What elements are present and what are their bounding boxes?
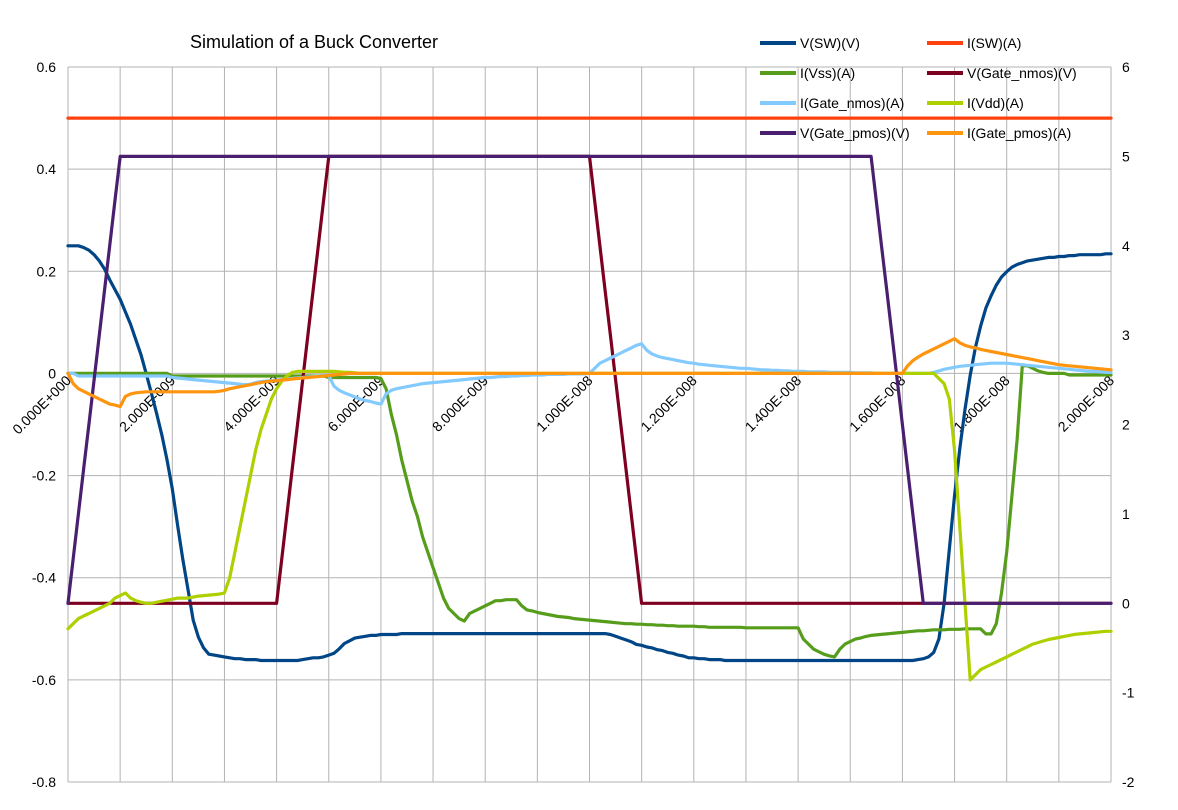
series-line (66, 337, 1113, 409)
x-tick-label: 1.200E-008 (637, 372, 700, 435)
x-tick-label: 1.400E-008 (742, 372, 805, 435)
left-axis-ticks: -0.8 -0.6 -0.4 -0.2 0 0.2 0.4 0.6 (32, 59, 56, 790)
legend-label: I(Vdd)(A) (967, 95, 1024, 111)
right-tick-label: 6 (1122, 59, 1130, 75)
chart-title: Simulation of a Buck Converter (190, 32, 438, 52)
right-tick-label: 0 (1122, 595, 1130, 611)
left-tick-label: -0.2 (32, 468, 56, 484)
x-tick-label: 2.000E-008 (1055, 372, 1118, 435)
right-tick-label: 5 (1122, 148, 1130, 164)
right-tick-label: 4 (1122, 238, 1130, 254)
right-tick-label: -2 (1122, 774, 1135, 790)
legend-label: I(Gate_pmos)(A) (967, 125, 1071, 141)
series-lines (66, 116, 1113, 682)
right-tick-label: 2 (1122, 417, 1130, 433)
left-tick-label: 0.6 (37, 59, 57, 75)
right-axis-ticks: -2 -1 0 1 2 3 4 5 6 (1122, 59, 1135, 790)
series-line (66, 364, 1113, 659)
legend-label: I(SW)(A) (967, 35, 1021, 51)
legend-label: I(Vss)(A) (800, 65, 855, 81)
x-tick-label: 0.000E+000 (9, 372, 74, 437)
legend: V(SW)(V) I(SW)(A) I(Vss)(A) V(Gate_nmos)(V)… (760, 35, 1077, 141)
legend-label: V(Gate_nmos)(V) (967, 65, 1077, 81)
x-tick-label: 1.000E-008 (533, 372, 596, 435)
left-tick-label: 0.4 (37, 161, 57, 177)
legend-label: V(SW)(V) (800, 35, 860, 51)
legend-label: V(Gate_pmos)(V) (800, 125, 910, 141)
legend-label: I(Gate_nmos)(A) (800, 95, 904, 111)
right-tick-label: 3 (1122, 327, 1130, 343)
x-tick-label: 1.800E-008 (950, 372, 1013, 435)
right-tick-label: -1 (1122, 685, 1135, 701)
left-tick-label: -0.4 (32, 570, 56, 586)
right-tick-label: 1 (1122, 506, 1130, 522)
left-tick-label: 0.2 (37, 263, 57, 279)
left-tick-label: 0 (48, 365, 56, 381)
series-line (66, 244, 1113, 663)
left-tick-label: -0.8 (32, 774, 56, 790)
left-tick-label: -0.6 (32, 672, 56, 688)
series-line (66, 154, 1113, 605)
